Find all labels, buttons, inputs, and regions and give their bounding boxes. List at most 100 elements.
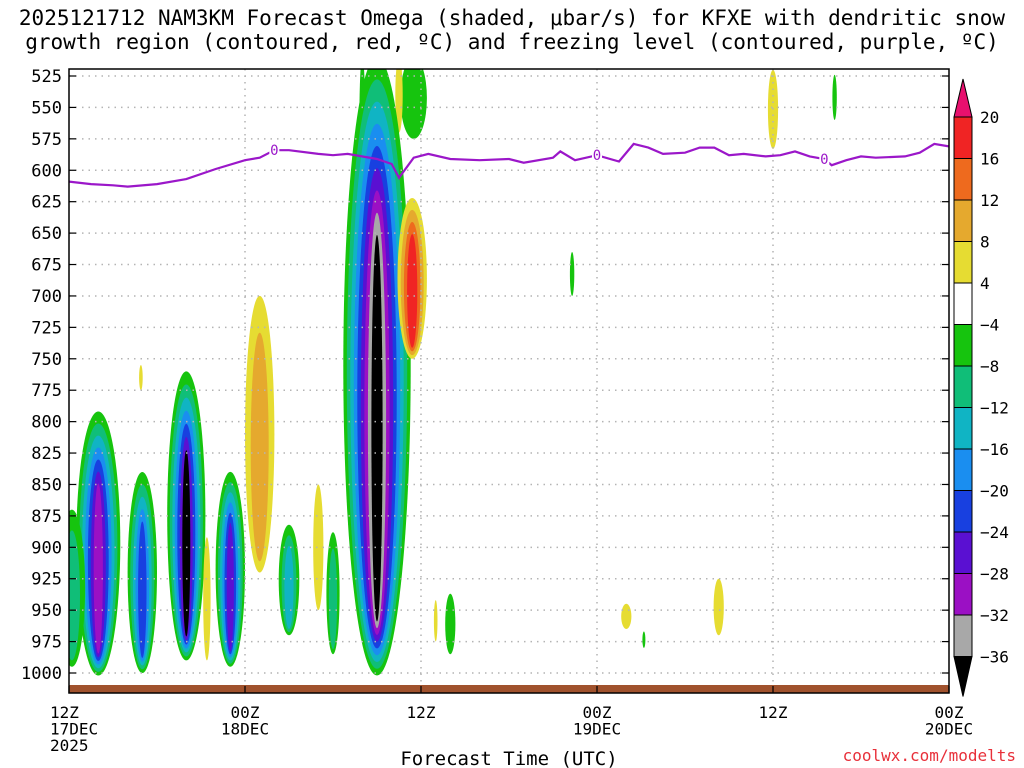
colorbar-top-arrow: [953, 78, 973, 118]
colorbar-swatch-7: [953, 365, 973, 408]
colorbar-label-1: 16: [980, 150, 999, 169]
colorbar-swatch-6: [953, 324, 973, 367]
x-axis-label: Forecast Time (UTC): [400, 748, 617, 768]
credit-text: coolwx.com/modelts: [842, 746, 1016, 765]
omega-feature-5-level-2: [284, 545, 294, 629]
omega-feature-6-level-1: [328, 548, 338, 650]
x-tick-label-1-1: 18DEC: [221, 720, 269, 739]
terrain-layer: [69, 685, 949, 693]
x-tick-label-1-0: 00Z: [231, 703, 260, 722]
colorbar-label-8: −16: [980, 440, 1009, 459]
omega-feature-9-level-1: [250, 332, 269, 562]
colorbar-label-10: −24: [980, 523, 1009, 542]
freezing-label-bg-0: [269, 143, 280, 157]
x-tick-label-0-0: 12Z: [50, 703, 79, 722]
colorbar-swatch-3: [953, 199, 973, 242]
title-line-2: growth region (contoured, red, ºC) and f…: [25, 30, 999, 54]
y-tick-label-600: 600: [31, 161, 62, 181]
y-tick-label-900: 900: [31, 538, 62, 558]
omega-feature-2-level-4: [138, 521, 147, 658]
freezing-label-0: 0: [270, 143, 278, 159]
omega-feature-3-level-6: [182, 450, 191, 637]
colorbar-swatch-12: [953, 573, 973, 616]
freezing-label-2: 0: [820, 152, 828, 168]
x-tick-label-0-2: 2025: [50, 736, 89, 755]
title-line-1: 2025121712 NAM3KM Forecast Omega (shaded…: [18, 6, 1006, 30]
colorbar-swatch-1: [953, 116, 973, 159]
omega-feature-8-level-0: [139, 365, 143, 391]
y-axis: 525 550 575 600 625 650 675 700 725 750 775 800 825 8…: [21, 67, 949, 684]
y-tick-label-675: 675: [31, 256, 62, 276]
y-tick-label-950: 950: [31, 601, 62, 621]
y-tick-label-925: 925: [31, 570, 62, 590]
grid-lines: [69, 69, 949, 693]
y-tick-label-650: 650: [31, 224, 62, 244]
y-tick-label-1000: 1000: [21, 664, 62, 684]
omega-feature-19-level-0: [569, 252, 575, 296]
colorbar-label-11: −28: [980, 565, 1009, 584]
y-tick-label-975: 975: [31, 633, 62, 653]
x-tick-label-2-0: 12Z: [407, 703, 436, 722]
omega-feature-22-level-0: [713, 578, 724, 636]
colorbar-swatch-8: [953, 407, 973, 450]
freezing-level-layer: 0 0 0: [69, 142, 949, 188]
y-tick-label-700: 700: [31, 287, 62, 307]
colorbar-label-7: −12: [980, 399, 1009, 418]
omega-feature-14-level-0: [395, 69, 403, 133]
colorbar-swatch-4: [953, 241, 973, 284]
freezing-label-bg-2: [819, 151, 830, 165]
y-tick-label-825: 825: [31, 444, 62, 464]
colorbar-swatch-9: [953, 448, 973, 491]
terrain-ground: [69, 685, 949, 693]
x-tick-label-0-1: 17DEC: [50, 720, 98, 739]
y-tick-label-550: 550: [31, 98, 62, 118]
plot-frame: [68, 68, 950, 694]
y-tick-label-800: 800: [31, 413, 62, 433]
omega-feature-24-level-0: [832, 74, 837, 120]
colorbar-swatch-13: [953, 614, 973, 657]
colorbar-label-4: 4: [980, 274, 990, 293]
x-tick-label-3-0: 00Z: [583, 703, 612, 722]
colorbar-label-5: −4: [980, 316, 999, 335]
omega-feature-20-level-0: [621, 603, 632, 630]
y-tick-label-850: 850: [31, 475, 62, 495]
freezing-level-line: [69, 142, 949, 188]
y-tick-label-775: 775: [31, 381, 62, 401]
colorbar-label-9: −20: [980, 482, 1009, 501]
y-tick-label-575: 575: [31, 130, 62, 150]
x-tick-label-5-0: 00Z: [935, 703, 964, 722]
omega-feature-4-level-5: [226, 522, 234, 652]
freezing-label-1: 0: [593, 148, 601, 164]
omega-feature-17-level-0: [445, 593, 456, 655]
colorbar-swatch-5: [953, 282, 973, 325]
colorbar-label-2: 12: [980, 191, 999, 210]
x-tick-label-3-1: 19DEC: [573, 720, 621, 739]
omega-shading: [69, 69, 837, 676]
freezing-label-bg-1: [592, 148, 602, 162]
colorbar-label-0: 20: [980, 108, 999, 127]
omega-feature-1-level-1: [69, 530, 80, 661]
colorbar-swatch-2: [953, 158, 973, 201]
omega-feature-0-level-6: [93, 483, 103, 654]
y-tick-label-625: 625: [31, 193, 62, 213]
colorbar-label-6: −8: [980, 357, 999, 376]
colorbar-swatch-10: [953, 490, 973, 533]
y-tick-label-875: 875: [31, 507, 62, 527]
colorbar-swatch-11: [953, 531, 973, 574]
omega-feature-18-level-0: [433, 600, 438, 642]
omega-feature-21-level-0: [642, 631, 646, 648]
omega-feature-7-level-0: [203, 537, 211, 661]
colorbar-bottom-arrow: [953, 656, 973, 697]
x-tick-label-5-1: 20DEC: [925, 720, 973, 739]
x-tick-label-4-0: 12Z: [759, 703, 788, 722]
chart-title: 2025121712 NAM3KM Forecast Omega (shaded…: [0, 6, 1024, 54]
colorbar-label-12: −32: [980, 606, 1009, 625]
omega-feature-16-level-3: [407, 234, 418, 348]
colorbar-label-13: −36: [980, 648, 1009, 667]
colorbar-label-3: 8: [980, 233, 990, 252]
omega-feature-10-level-0: [313, 484, 324, 611]
y-tick-label-725: 725: [31, 318, 62, 338]
omega-feature-15-level-8: [371, 235, 383, 622]
